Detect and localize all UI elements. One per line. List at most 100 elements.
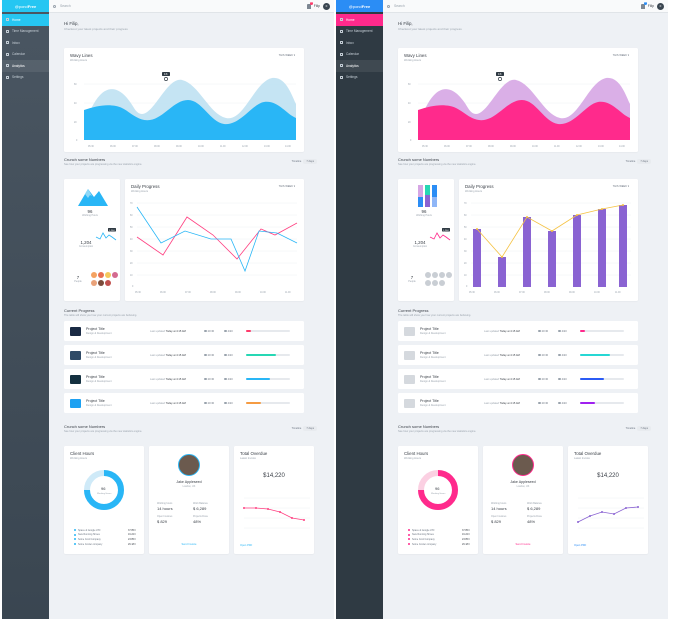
daily-progress-card: Daily Progress Working Hours THIS WEEK ▾… — [459, 179, 638, 301]
svg-text:50: 50 — [130, 227, 133, 229]
progress-bar — [580, 354, 624, 356]
project-row[interactable]: Project Title Design & Development Last u… — [398, 393, 638, 413]
sidebar-item-home[interactable]: Home — [2, 14, 49, 26]
svg-text:07.00: 07.00 — [132, 146, 138, 148]
twitter-icon — [70, 398, 81, 408]
range-select[interactable]: THIS WEEK ▾ — [278, 185, 295, 188]
send-invoice-button[interactable]: Send Invoice — [181, 543, 197, 546]
bell-icon[interactable]: 1 — [306, 1, 313, 9]
sidebar-item-inbox[interactable]: Inbox — [2, 37, 49, 49]
tasks-icon — [558, 401, 561, 405]
svg-text:08.00: 08.00 — [488, 146, 494, 148]
brand-logo[interactable]: @pond Free — [336, 0, 383, 12]
sidebar-item-settings[interactable]: Settings — [2, 72, 49, 84]
gear-icon — [6, 75, 9, 79]
avatar[interactable]: F — [657, 2, 664, 10]
avatar[interactable]: F — [323, 2, 330, 10]
svg-text:05.30: 05.30 — [422, 146, 428, 148]
project-row[interactable]: Project Title Design & Development Last u… — [398, 345, 638, 365]
search-input[interactable]: Search — [387, 4, 405, 8]
card-subtitle: Working Hours — [70, 58, 88, 62]
svg-text:11.00: 11.00 — [220, 146, 226, 148]
profile-card: Jake Appleseed London, UK Working hours … — [483, 446, 563, 554]
client-legend: Space & Google LTD 37.85 h New Running Sh… — [74, 528, 136, 546]
people-avatars — [91, 272, 118, 286]
card-title: Daily Progress — [131, 184, 160, 189]
svg-text:30: 30 — [464, 251, 467, 253]
sidebar-item-analytics[interactable]: Analytics — [2, 60, 49, 72]
svg-text:05.30: 05.30 — [469, 292, 475, 294]
project-row[interactable]: Project Title Design & Development Last u… — [64, 345, 304, 365]
svg-text:06.00: 06.00 — [494, 292, 500, 294]
user-name[interactable]: Filip — [647, 4, 654, 8]
svg-text:96: 96 — [435, 486, 440, 491]
section-title: Crunch some Numbers — [64, 424, 106, 429]
sidebar-item-calendar[interactable]: Calendar — [2, 49, 49, 61]
svg-text:11.00: 11.00 — [285, 292, 291, 294]
clock-icon — [538, 329, 541, 333]
svg-text:20: 20 — [408, 122, 411, 124]
svg-text:Working Hours: Working Hours — [97, 492, 112, 495]
timeline-select[interactable]: Timeline 7 days — [626, 159, 651, 164]
svg-text:0: 0 — [410, 140, 412, 142]
search-input[interactable]: Search — [53, 4, 71, 8]
svg-text:Working Hours: Working Hours — [431, 492, 446, 495]
project-row[interactable]: Project Title Design & Development Last u… — [64, 369, 304, 389]
home-icon — [340, 18, 343, 22]
project-row[interactable]: Project Title Design & Development Last u… — [398, 321, 638, 341]
section-subtitle: The table will show you how your current… — [64, 314, 138, 317]
user-name[interactable]: Filip — [313, 4, 320, 8]
page-title: Hi Filip, — [64, 21, 79, 26]
range-select[interactable]: THIS WEEK ▾ — [612, 185, 629, 188]
y-tick: 60 — [74, 84, 77, 86]
svg-text:09.00: 09.00 — [569, 292, 575, 294]
svg-text:07.00: 07.00 — [185, 292, 191, 294]
chart-marker-label: 9.8 — [164, 73, 168, 76]
sidebar-item-time-management[interactable]: Time Management — [2, 26, 49, 38]
project-row[interactable]: Project Title Design & Development Last u… — [64, 321, 304, 341]
svg-text:11.00: 11.00 — [554, 146, 560, 148]
open-pdf-link[interactable]: Open PDF — [240, 544, 253, 547]
range-select[interactable]: THIS WEEK ▾ — [612, 54, 629, 57]
mountain-icon — [78, 189, 108, 206]
project-thumbnail — [404, 326, 415, 336]
chart-icon — [6, 64, 9, 68]
svg-text:70: 70 — [130, 203, 133, 205]
send-invoice-button[interactable]: Send Invoice — [515, 543, 531, 546]
svg-text:0: 0 — [466, 286, 468, 288]
main-content: Hi Filip, Checkout your latest projects … — [49, 13, 334, 619]
sidebar-item-home[interactable]: Home — [336, 14, 383, 26]
project-row[interactable]: Project Title Design & Development Last u… — [64, 393, 304, 413]
sidebar-item-inbox[interactable]: Inbox — [336, 37, 383, 49]
mini-stats-card: 96 Working Hours 1,204 1,204 Consumption 7… — [398, 179, 454, 301]
clock-icon — [538, 401, 541, 405]
bell-icon[interactable]: 1 — [640, 1, 647, 9]
timeline-select[interactable]: Timeline 7 days — [626, 426, 651, 431]
tasks-icon — [224, 401, 227, 405]
sidebar-item-time-management[interactable]: Time Management — [336, 26, 383, 38]
project-row[interactable]: Project Title Design & Development Last u… — [398, 369, 638, 389]
svg-text:60: 60 — [408, 84, 411, 86]
bar-icons — [418, 185, 437, 207]
svg-text:10: 10 — [464, 275, 467, 277]
open-pdf-link[interactable]: Open PDF — [574, 544, 587, 547]
wavy-chart: 60 40 20 0 9.8 05.30 06.00 07.00 08.00 09.00… — [408, 72, 630, 148]
chart-icon — [340, 64, 343, 68]
search-icon — [387, 4, 390, 8]
progress-bar — [246, 354, 290, 356]
y-tick: 20 — [74, 122, 77, 124]
range-select[interactable]: THIS WEEK ▾ — [278, 54, 295, 57]
timeline-select[interactable]: Timeline 7 days — [292, 159, 317, 164]
svg-text:40: 40 — [130, 239, 133, 241]
sidebar-item-analytics[interactable]: Analytics — [336, 60, 383, 72]
svg-text:12.00: 12.00 — [576, 146, 582, 148]
clock-icon — [204, 377, 207, 381]
project-thumbnail — [70, 374, 81, 384]
sidebar-item-calendar[interactable]: Calendar — [336, 49, 383, 61]
timeline-select[interactable]: Timeline 7 days — [292, 426, 317, 431]
stat-value: 7 — [76, 275, 80, 280]
sidebar-item-settings[interactable]: Settings — [336, 72, 383, 84]
brand-logo[interactable]: @pond Free — [2, 0, 49, 12]
svg-text:14.00: 14.00 — [619, 146, 625, 148]
wavy-lines-card: Wavy Lines Working Hours THIS WEEK ▾ 60 … — [64, 48, 304, 152]
